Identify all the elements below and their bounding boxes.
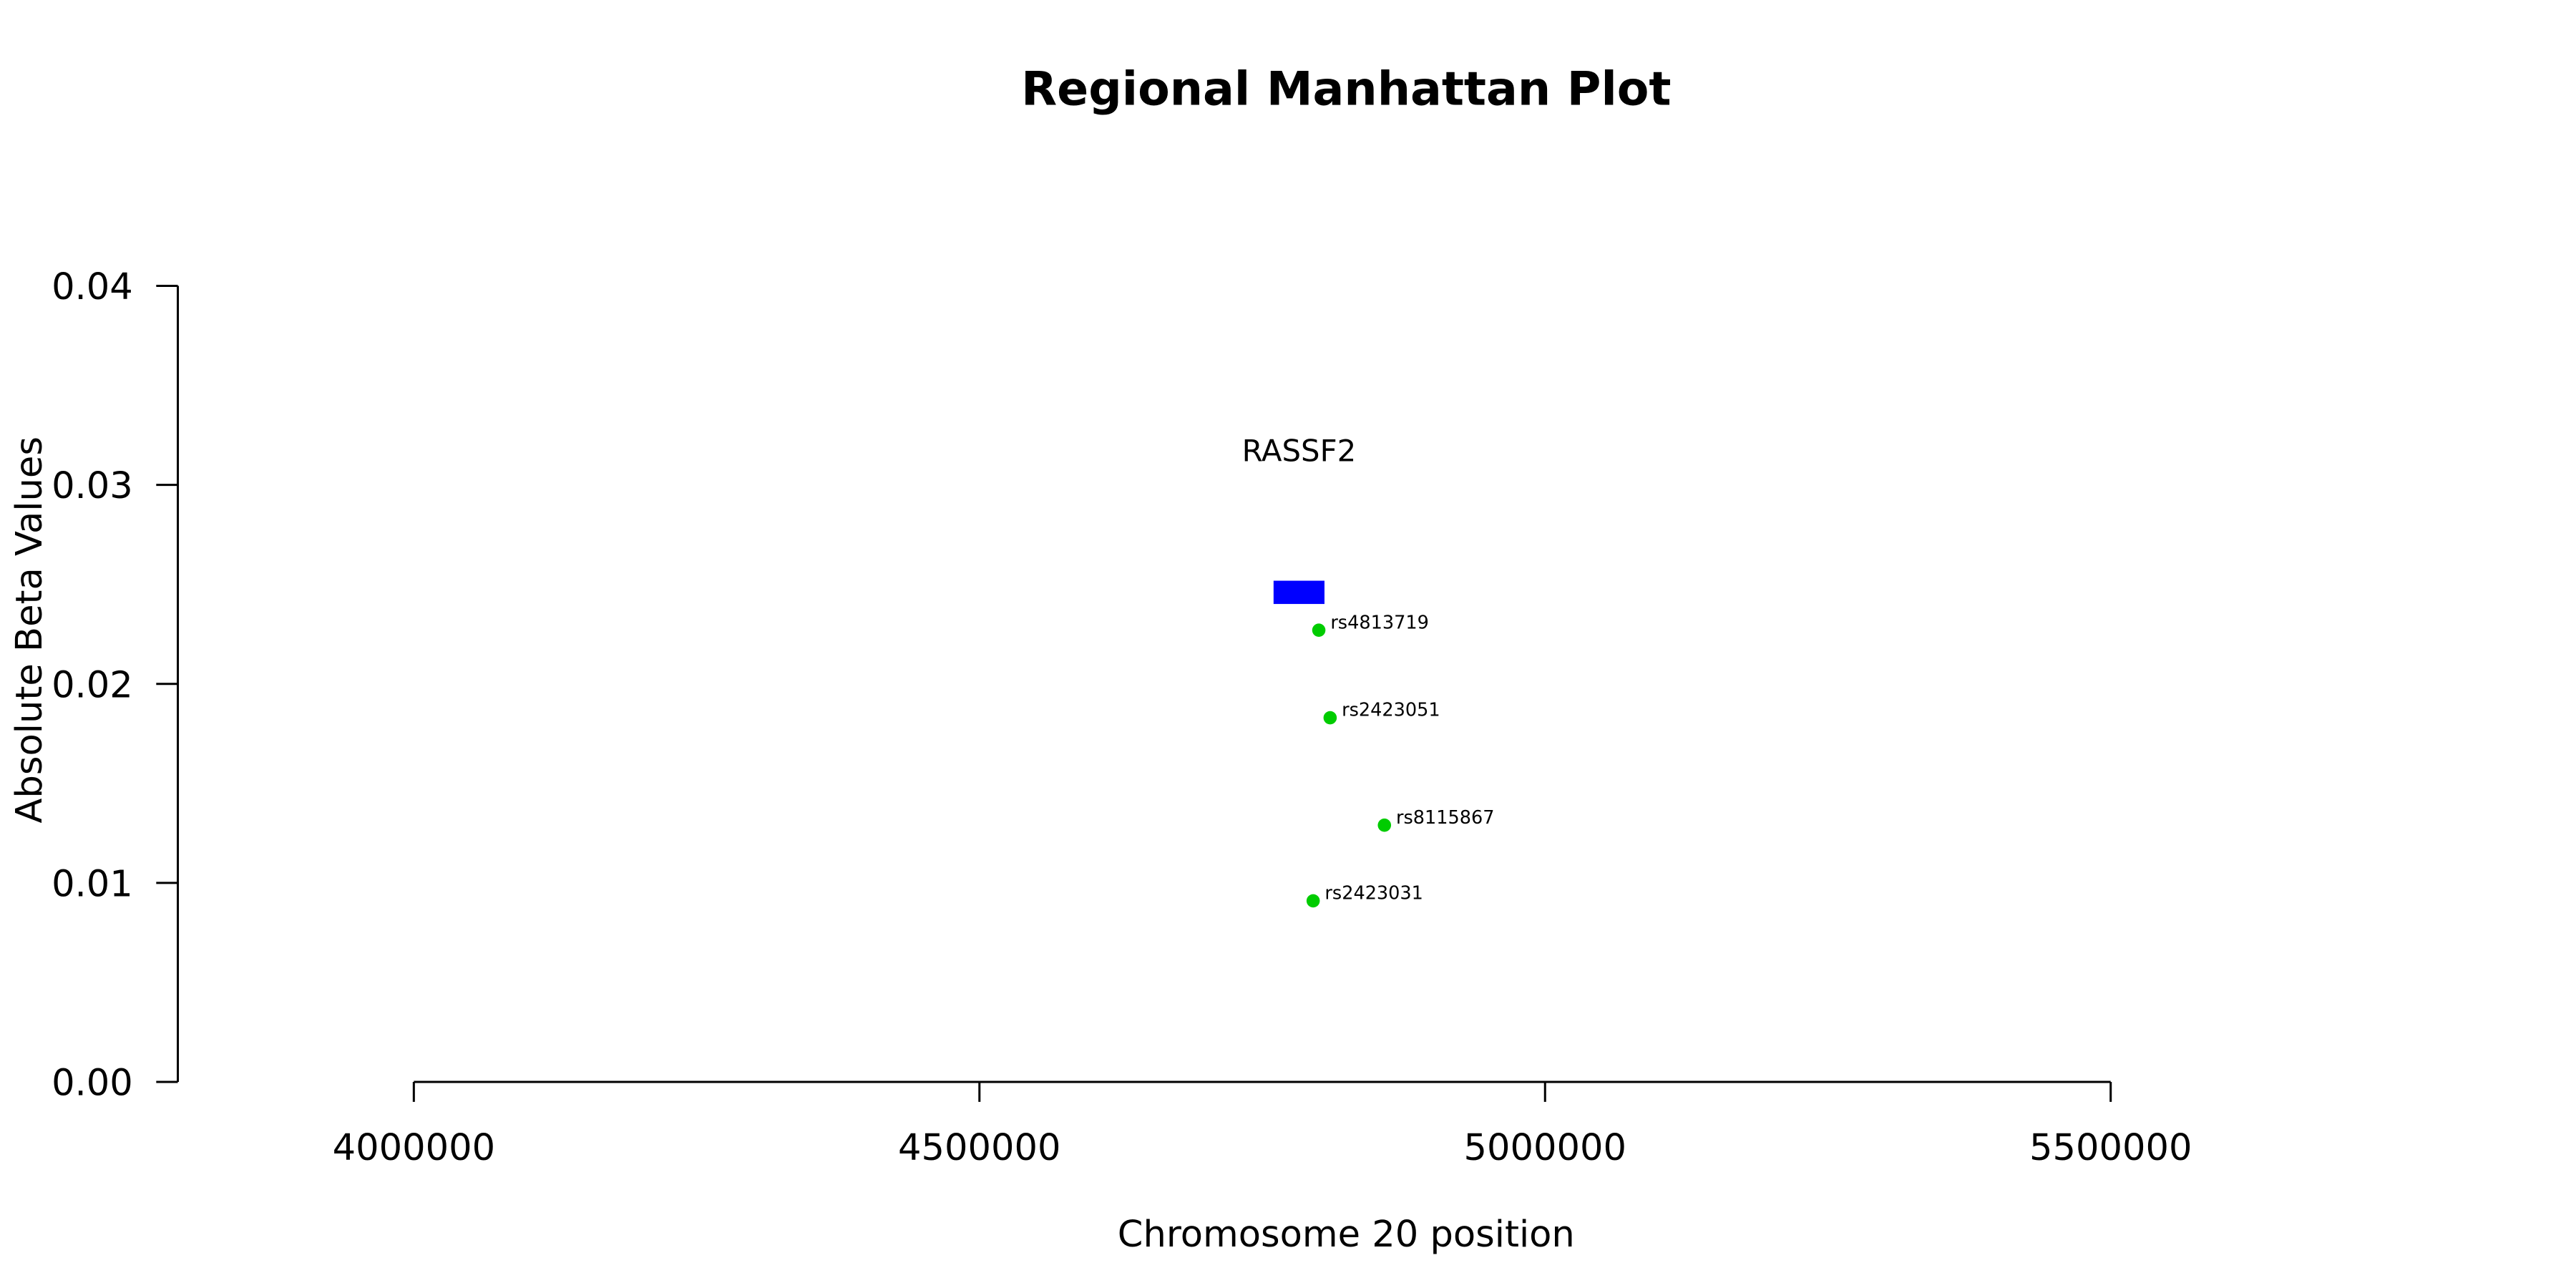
snp-label: rs8115867 [1396, 807, 1495, 829]
x-tick-label: 4500000 [898, 1127, 1060, 1169]
snp-point [1323, 711, 1337, 725]
snp-point [1312, 623, 1326, 637]
snp-point [1377, 818, 1392, 832]
x-tick-label: 5000000 [1464, 1127, 1626, 1169]
y-tick-label: 0.01 [52, 863, 133, 905]
y-tick-label: 0.02 [52, 664, 133, 706]
snp-label: rs2423051 [1342, 700, 1440, 721]
x-tick-label: 4000000 [333, 1127, 495, 1169]
y-tick-label: 0.00 [52, 1063, 133, 1105]
snp-label: rs4813719 [1330, 612, 1429, 633]
y-tick-label: 0.04 [52, 266, 133, 308]
snp-point [1306, 894, 1320, 908]
y-axis: 0.00 0.01 0.02 0.03 0.04 [52, 266, 180, 1105]
chart-title: Regional Manhattan Plot [1021, 62, 1671, 116]
x-tick-label: 5500000 [2029, 1127, 2192, 1169]
gene-label: RASSF2 [1242, 433, 1357, 468]
snp-points: rs4813719 rs2423051 rs8115867 rs2423031 [1306, 612, 1495, 908]
y-axis-label: Absolute Beta Values [9, 436, 51, 823]
gene-rect [1273, 580, 1324, 605]
gene-track: RASSF2 [1242, 433, 1357, 605]
x-axis-label: Chromosome 20 position [1118, 1214, 1575, 1256]
snp-label: rs2423031 [1324, 883, 1423, 904]
x-axis: 4000000 4500000 5000000 5500000 [333, 1080, 2192, 1169]
y-tick-label: 0.03 [52, 465, 133, 507]
